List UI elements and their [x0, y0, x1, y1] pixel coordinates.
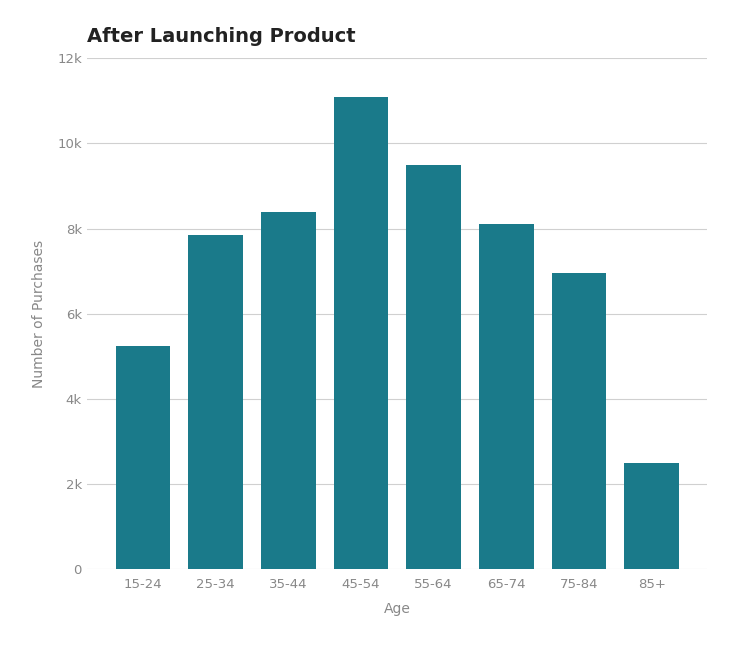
- Bar: [116, 345, 170, 569]
- Bar: [261, 212, 316, 569]
- Bar: [625, 463, 679, 569]
- Text: After Launching Product: After Launching Product: [87, 27, 356, 45]
- Bar: [479, 225, 534, 569]
- Bar: [552, 273, 607, 569]
- Bar: [406, 165, 461, 569]
- Y-axis label: Number of Purchases: Number of Purchases: [32, 240, 46, 388]
- X-axis label: Age: Age: [384, 602, 410, 616]
- Bar: [188, 235, 243, 569]
- Bar: [334, 96, 389, 569]
